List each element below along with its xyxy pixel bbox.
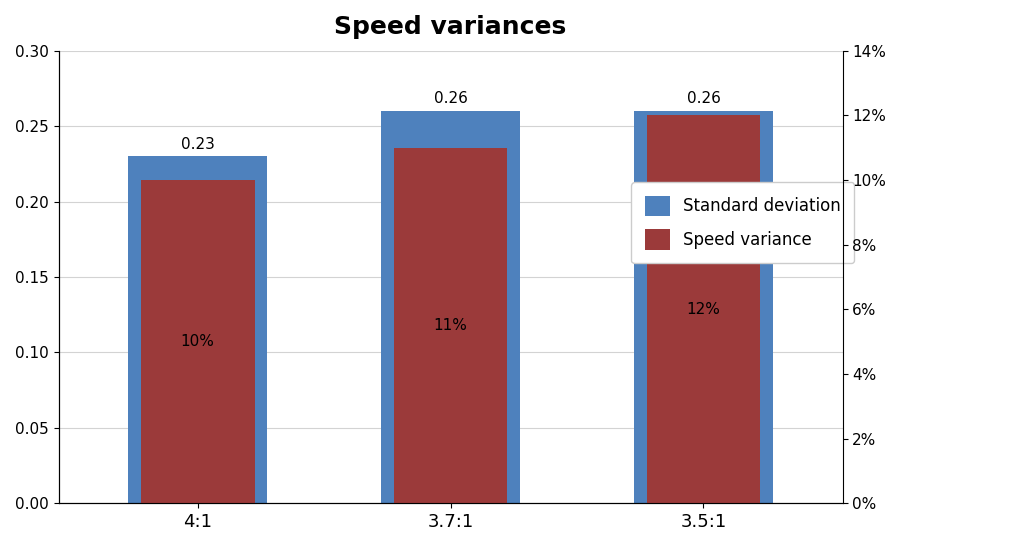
Text: 0.26: 0.26 (686, 92, 720, 106)
Bar (646, 115, 761, 503)
Bar (140, 180, 255, 503)
Bar (128, 156, 267, 503)
Text: 12%: 12% (686, 302, 720, 317)
Text: 0.26: 0.26 (433, 92, 468, 106)
Title: Speed variances: Speed variances (335, 15, 566, 39)
Text: 10%: 10% (181, 334, 215, 349)
Bar (634, 111, 773, 503)
Text: 11%: 11% (433, 318, 468, 333)
Text: 0.23: 0.23 (181, 136, 215, 152)
Bar (381, 111, 520, 503)
Legend: Standard deviation, Speed variance: Standard deviation, Speed variance (632, 182, 854, 263)
Bar (393, 147, 508, 503)
